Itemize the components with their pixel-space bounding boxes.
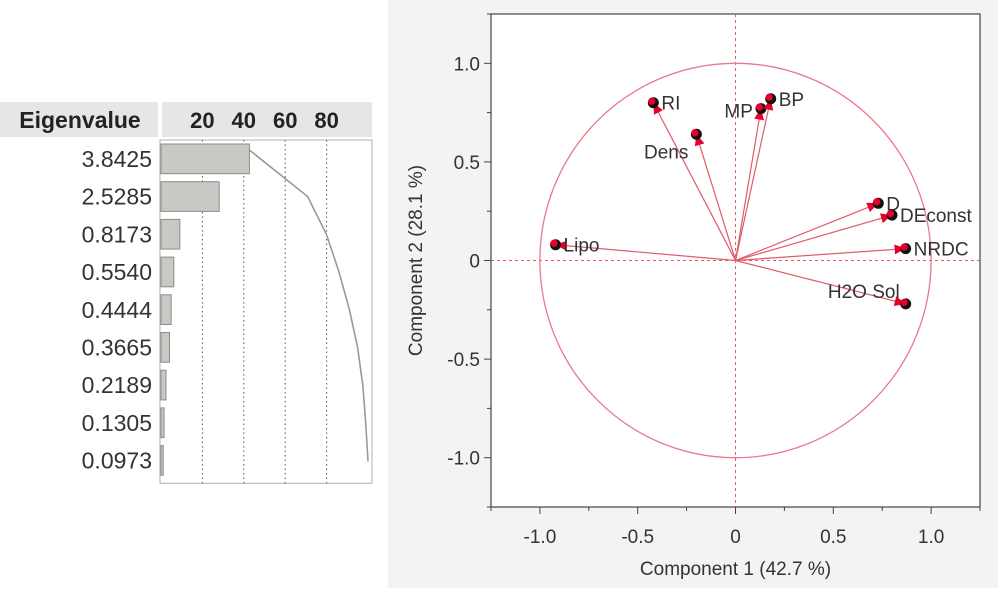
point-label: RI xyxy=(661,94,680,115)
y-tick-label: -1.0 xyxy=(447,449,480,470)
loading-vector xyxy=(734,98,772,261)
eigenvalue-bar xyxy=(160,407,165,439)
eigenvalue-panel: Eigenvalue 20 40 60 80 3.8425 2.5285 0.8173 0.55… xyxy=(0,0,388,588)
loading-point-fill xyxy=(873,198,881,206)
eigenvalue-bar xyxy=(160,181,220,212)
unit-circle xyxy=(539,62,932,459)
x-tick-label: 1.0 xyxy=(918,527,944,548)
x-axis-title: Component 1 (42.7 %) xyxy=(640,559,831,580)
eigenvalue-bar xyxy=(160,369,167,401)
loading-vector xyxy=(735,202,879,262)
loading-point-fill xyxy=(648,97,656,105)
eigenvalue-label: 0.1305 xyxy=(82,410,152,436)
eigenvalue-label: 2.5285 xyxy=(82,184,152,210)
loading-point-fill xyxy=(886,210,895,218)
eigenvalue-label: 0.3665 xyxy=(82,335,152,361)
loading-vector xyxy=(735,259,906,305)
vector-arrowhead xyxy=(894,244,906,255)
point-label: Lipo xyxy=(564,236,600,257)
y-tick-label: 1.0 xyxy=(454,54,480,75)
loading-point-fill xyxy=(900,243,908,251)
eigenvalue-label: 3.8425 xyxy=(82,146,152,172)
eigenvalue-bar xyxy=(160,256,175,288)
point-label: Dens xyxy=(644,142,688,163)
percent-tick-label: 60 xyxy=(273,108,297,133)
point-label: H2O Sol xyxy=(828,282,900,303)
loading-point-fill xyxy=(900,298,908,306)
biplot-panel: -1.0 -0.5 0 0.5 1.0 1.0 0.5 0 -0.5 -1.0 Component … xyxy=(388,0,998,588)
point-label: MP xyxy=(724,102,753,123)
loading-vector xyxy=(735,214,893,262)
loading-vector xyxy=(735,248,906,262)
loading-point-fill xyxy=(765,93,773,101)
point-label: DEconst xyxy=(900,206,973,227)
percent-tick-label: 80 xyxy=(314,108,338,133)
eigenvalue-label: 0.0973 xyxy=(82,448,152,474)
y-tick-label: 0 xyxy=(469,252,480,273)
eigenvalue-label: 0.5540 xyxy=(82,259,152,285)
x-tick-label: -0.5 xyxy=(621,527,654,548)
percent-header-bg xyxy=(162,102,372,137)
eigenvalue-bar xyxy=(160,332,170,363)
cumulative-percent-line xyxy=(248,149,369,462)
percent-tick-label: 40 xyxy=(232,108,256,133)
eigenvalue-label: 0.4444 xyxy=(82,297,153,323)
eigenvalue-label: 0.8173 xyxy=(82,221,152,247)
bar-chart-frame xyxy=(159,139,373,484)
point-label: D xyxy=(886,194,900,215)
eigenvalue-label: 0.2189 xyxy=(82,372,152,398)
loading-vector xyxy=(652,102,737,261)
eigenvalue-bar xyxy=(160,143,250,175)
percent-tick-label: 20 xyxy=(190,108,214,133)
x-tick-label: 0 xyxy=(730,527,741,548)
loading-plot: -1.0 -0.5 0 0.5 1.0 1.0 0.5 0 -0.5 -1.0 Component … xyxy=(406,13,981,580)
y-tick-label: -0.5 xyxy=(447,350,480,371)
y-axis-title: Component 2 (28.1 %) xyxy=(406,165,427,356)
point-label: BP xyxy=(779,90,804,111)
point-label: NRDC xyxy=(914,240,969,261)
loading-vector xyxy=(734,108,762,261)
loading-point-fill xyxy=(550,239,558,247)
loading-point-fill xyxy=(691,129,699,137)
eigenvalue-header-bg xyxy=(0,102,158,137)
x-tick-label: 0.5 xyxy=(820,527,846,548)
vector-arrowhead xyxy=(555,240,567,251)
loading-vector xyxy=(555,244,736,262)
loading-point-fill xyxy=(755,103,764,111)
loading-vector xyxy=(695,134,737,261)
eigenvalue-column-header: Eigenvalue xyxy=(19,107,140,133)
eigenvalue-chart: Eigenvalue 20 40 60 80 3.8425 2.5285 0.8173 0.55… xyxy=(0,102,373,484)
eigenvalue-bar xyxy=(160,294,172,325)
x-tick-label: -1.0 xyxy=(524,527,557,548)
y-tick-label: 0.5 xyxy=(454,153,480,174)
eigenvalue-bar xyxy=(160,445,164,476)
eigenvalue-bar xyxy=(160,218,181,250)
